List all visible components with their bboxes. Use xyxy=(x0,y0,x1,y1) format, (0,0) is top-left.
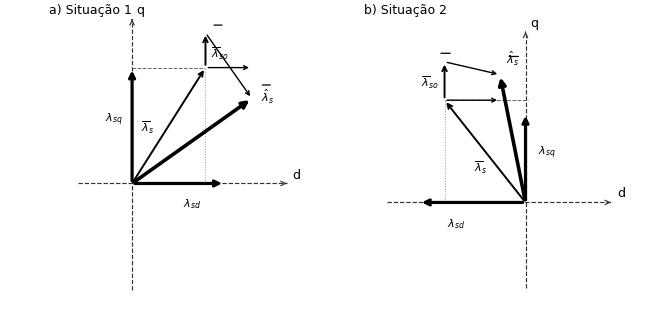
Text: $\lambda_{sd}$: $\lambda_{sd}$ xyxy=(183,197,201,211)
Text: $\hat{\lambda}_s$: $\hat{\lambda}_s$ xyxy=(261,87,275,106)
Text: $\overline{\lambda}_{so}$: $\overline{\lambda}_{so}$ xyxy=(421,74,438,91)
Text: $\lambda_{sd}$: $\lambda_{sd}$ xyxy=(447,217,466,231)
Text: q: q xyxy=(530,17,538,30)
Text: $\lambda_{sq}$: $\lambda_{sq}$ xyxy=(105,112,122,128)
Text: $\overline{\lambda}_s$: $\overline{\lambda}_s$ xyxy=(141,120,154,136)
Text: d: d xyxy=(293,168,301,181)
Text: $\hat{\lambda}_s$: $\hat{\lambda}_s$ xyxy=(506,50,520,68)
Text: $\lambda_{sq}$: $\lambda_{sq}$ xyxy=(538,145,556,161)
Text: q: q xyxy=(136,4,144,17)
Text: a) Situação 1: a) Situação 1 xyxy=(49,4,132,17)
Text: $\overline{\lambda}_s$: $\overline{\lambda}_s$ xyxy=(474,159,488,176)
Text: d: d xyxy=(617,187,625,200)
Text: $\overline{\lambda}_{so}$: $\overline{\lambda}_{so}$ xyxy=(211,45,229,62)
Text: b) Situação 2: b) Situação 2 xyxy=(363,4,446,17)
